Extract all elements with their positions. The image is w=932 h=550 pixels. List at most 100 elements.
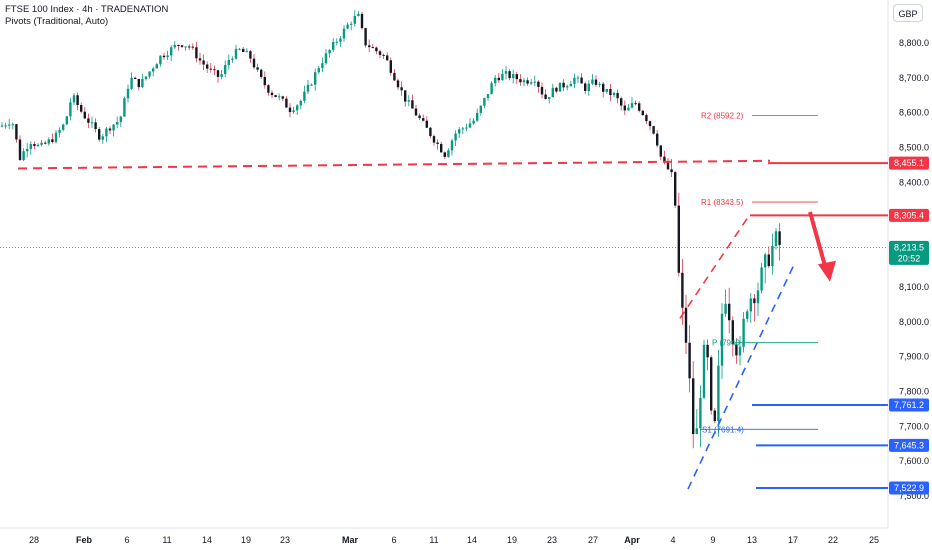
candle-body: [612, 92, 616, 96]
candle-body: [299, 100, 302, 106]
candle-body: [674, 172, 677, 206]
candle-body: [742, 318, 745, 347]
candle-body: [94, 122, 97, 130]
candle-body: [684, 307, 688, 343]
currency-button[interactable]: GBP: [893, 4, 923, 22]
candle-body: [260, 69, 263, 77]
candle-body: [249, 51, 252, 59]
candle-body: [699, 397, 702, 429]
candle-body: [112, 124, 115, 131]
price-tick-label: 7,600.0: [899, 456, 929, 466]
candle-body: [620, 98, 623, 106]
candle-body: [569, 83, 572, 87]
price-badge-label: 7,645.3: [894, 440, 924, 450]
price-tick-label: 8,700.0: [899, 73, 929, 83]
price-tick-label: 7,500.0: [899, 491, 929, 501]
candle-body: [87, 118, 90, 123]
time-tick-label: Feb: [76, 535, 93, 545]
down-arrow-head: [818, 260, 836, 282]
candle-body: [51, 139, 54, 143]
candle-body: [173, 44, 176, 48]
candle-body: [659, 145, 662, 157]
time-tick-label: 6: [124, 535, 129, 545]
candle-body: [220, 74, 223, 77]
candle-body: [177, 44, 180, 46]
candle-body: [407, 100, 410, 102]
time-tick-label: 11: [429, 535, 438, 545]
candle-body: [598, 83, 601, 85]
candle-body: [429, 127, 432, 137]
price-badge: [889, 438, 929, 452]
candle-body: [393, 72, 396, 81]
candle-body: [54, 132, 58, 143]
candle-body: [159, 55, 162, 65]
candle-body: [490, 83, 493, 95]
candle-body: [681, 272, 684, 308]
candle-body: [702, 344, 706, 398]
candle-body: [8, 124, 11, 126]
time-tick-label: 14: [202, 535, 212, 545]
candle-body: [692, 378, 695, 435]
candle-body: [623, 105, 626, 111]
candle-body: [29, 144, 32, 149]
candle-body: [645, 115, 648, 122]
candle-body: [396, 80, 400, 88]
price-badge-countdown: 20:52: [898, 253, 921, 263]
candle-body: [717, 365, 720, 422]
candle-body: [641, 110, 644, 116]
candle-body: [663, 156, 666, 163]
candle-body: [47, 139, 50, 144]
candle-body: [432, 136, 436, 143]
candle-body: [328, 49, 331, 54]
candle-body: [76, 95, 79, 106]
candle-body: [206, 64, 209, 69]
candle-body: [234, 48, 238, 59]
candle-body: [512, 74, 515, 79]
time-tick-label: 6: [391, 535, 396, 545]
candle-body: [371, 47, 374, 49]
candle-body: [630, 103, 634, 108]
candle-body: [720, 313, 724, 366]
candle-body: [515, 74, 518, 80]
candle-body: [263, 76, 266, 86]
candle-body: [198, 58, 202, 61]
price-tick-label: 7,900.0: [899, 352, 929, 362]
candle-body: [364, 28, 367, 46]
candle-body: [26, 148, 29, 152]
candle-body: [440, 143, 443, 153]
indicator-label[interactable]: Pivots (Traditional, Auto): [5, 16, 109, 27]
time-tick-label: 23: [547, 535, 557, 545]
candle-body: [90, 122, 94, 124]
candle-body: [314, 72, 317, 85]
candle-body: [764, 254, 767, 268]
chart-title: FTSE 100 Index · 4h · TRADENATION: [5, 4, 169, 15]
pivot-label: P (7940: [712, 339, 740, 348]
candle-body: [346, 24, 349, 29]
candle-body: [616, 92, 619, 99]
candle-body: [155, 64, 158, 69]
candle-body: [504, 71, 508, 74]
time-tick-label: Mar: [342, 535, 359, 545]
candle-body: [386, 55, 389, 61]
candle-body: [119, 116, 122, 122]
candle-body: [648, 121, 652, 127]
candle-body: [594, 79, 598, 85]
candle-body: [756, 290, 760, 304]
chart-header: FTSE 100 Index · 4h · TRADENATION Pivots…: [5, 4, 168, 28]
candle-body: [335, 41, 338, 43]
candle-body: [526, 80, 529, 84]
candle-body: [11, 124, 14, 126]
candle-body: [738, 346, 742, 356]
candle-body: [375, 47, 378, 52]
support-trendline: [17, 159, 771, 170]
candle-body: [760, 267, 763, 291]
price-badge-label: 8,455.1: [894, 158, 924, 168]
time-tick-label: 23: [280, 535, 290, 545]
candle-body: [404, 90, 407, 102]
candle-body: [378, 51, 382, 55]
candle-body: [0, 125, 4, 127]
candle-body: [83, 111, 86, 119]
time-tick-label: 14: [467, 535, 477, 545]
price-tick-label: 8,800.0: [899, 38, 929, 48]
